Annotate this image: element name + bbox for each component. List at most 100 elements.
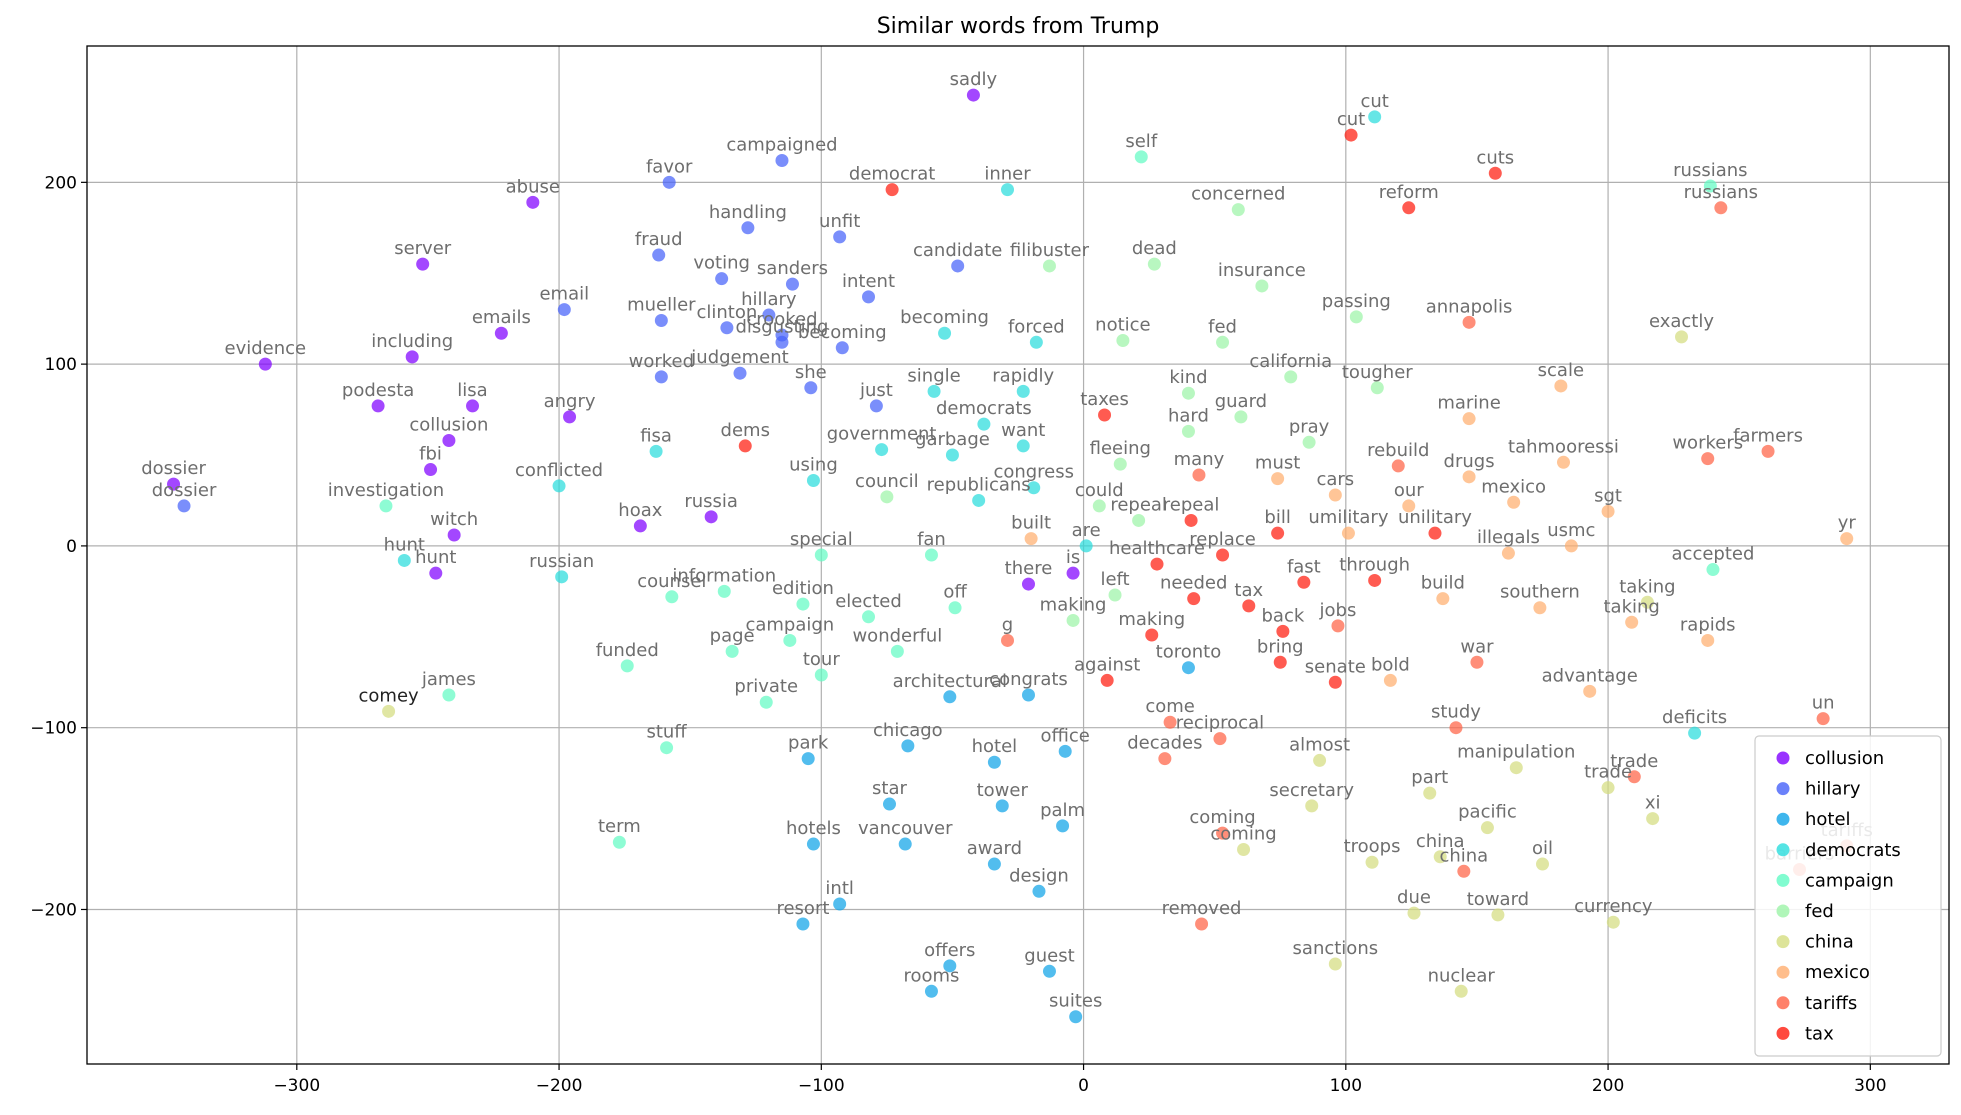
- data-point-china: [1601, 781, 1615, 795]
- data-point-tax: [1098, 408, 1112, 422]
- point-label: dossier: [152, 480, 217, 501]
- data-point-mexico: [1383, 673, 1397, 687]
- data-point-tariffs: [1470, 655, 1484, 669]
- point-label: southern: [1500, 582, 1580, 603]
- axis-ticks: −300 −200 −100 0 100 200 300 −200 −100 0 100 200: [30, 173, 1886, 1096]
- point-label: yr: [1838, 513, 1857, 534]
- point-label: investigation: [328, 480, 445, 501]
- point-label: there: [1005, 558, 1053, 579]
- point-label: removed: [1162, 898, 1242, 919]
- data-point-china: [1646, 812, 1660, 826]
- point-label: government: [827, 424, 937, 445]
- legend-marker: [1776, 935, 1790, 949]
- data-point-hotel: [833, 897, 847, 911]
- data-point-democrats: [927, 384, 941, 398]
- point-label: guard: [1215, 391, 1267, 412]
- point-label: manipulation: [1457, 742, 1575, 763]
- data-point-mexico: [1533, 601, 1547, 615]
- data-point-collusion: [494, 326, 508, 340]
- point-label: needed: [1160, 573, 1227, 594]
- point-label: rapids: [1680, 614, 1736, 635]
- point-label: garbage: [915, 429, 990, 450]
- data-point-democrats: [1029, 335, 1043, 349]
- legend-label: campaign: [1805, 870, 1894, 891]
- legend-marker: [1776, 812, 1790, 826]
- point-label: collusion: [409, 414, 488, 435]
- point-label: elected: [835, 591, 902, 612]
- data-point-tax: [1145, 628, 1159, 642]
- data-point-campaign: [660, 741, 674, 755]
- point-label: tour: [803, 649, 840, 670]
- data-point-hotel: [882, 797, 896, 811]
- data-point-tax: [1297, 575, 1311, 589]
- data-point-tariffs: [1216, 826, 1230, 840]
- data-point-mexico: [1271, 472, 1285, 486]
- x-tick-label: −200: [536, 1076, 583, 1096]
- data-point-hotel: [1069, 1010, 1083, 1024]
- data-point-tax: [1402, 201, 1416, 215]
- data-point-tax: [1216, 548, 1230, 562]
- data-point-collusion: [416, 257, 430, 271]
- data-point-hillary: [835, 341, 849, 355]
- point-label: disgusting: [736, 316, 829, 337]
- point-label: term: [598, 816, 641, 837]
- point-label: edition: [772, 578, 834, 599]
- point-label: star: [872, 778, 907, 799]
- point-label: cuts: [1476, 147, 1514, 168]
- point-label: back: [1261, 605, 1304, 626]
- point-label: conflicted: [515, 460, 603, 481]
- legend-marker: [1776, 904, 1790, 918]
- point-label: architectural: [893, 671, 1007, 692]
- point-label: congrats: [989, 669, 1068, 690]
- data-point-fed: [1108, 588, 1122, 602]
- data-point-hillary: [733, 366, 747, 380]
- point-label: taking: [1619, 576, 1675, 597]
- data-point-hillary: [652, 248, 666, 262]
- point-label: fast: [1287, 556, 1321, 577]
- point-label: due: [1397, 887, 1431, 908]
- data-point-fed: [1147, 257, 1161, 271]
- legend-label: mexico: [1805, 962, 1870, 983]
- data-point-collusion: [405, 350, 419, 364]
- legend-label: fed: [1805, 901, 1834, 922]
- point-label: cars: [1316, 469, 1354, 490]
- point-label: comey: [359, 685, 420, 706]
- data-point-fed: [1092, 499, 1106, 513]
- point-label: come: [1145, 696, 1195, 717]
- point-label: many: [1174, 449, 1225, 470]
- data-point-hillary: [862, 290, 876, 304]
- data-point-collusion: [563, 410, 577, 424]
- point-label: counsel: [637, 571, 706, 592]
- x-tick-label: 100: [1330, 1076, 1362, 1096]
- data-point-hillary: [741, 221, 755, 235]
- data-point-tariffs: [1816, 712, 1830, 726]
- point-label: suites: [1049, 991, 1102, 1012]
- point-label: hillary: [741, 289, 797, 310]
- point-label: could: [1075, 480, 1124, 501]
- data-point-china: [1433, 850, 1447, 864]
- point-label: intent: [842, 271, 895, 292]
- point-label: page: [710, 625, 755, 646]
- point-label: worked: [629, 351, 694, 372]
- data-point-fed: [1349, 310, 1363, 324]
- point-label: rapidly: [992, 365, 1054, 386]
- data-point-collusion: [429, 566, 443, 580]
- point-label: illegals: [1477, 527, 1540, 548]
- data-point-democrats: [552, 479, 566, 493]
- legend-label: hotel: [1805, 809, 1851, 830]
- point-label: hard: [1168, 405, 1209, 426]
- point-label: taxes: [1080, 389, 1129, 410]
- data-point-fed: [1132, 513, 1146, 527]
- point-label: evidence: [225, 338, 307, 359]
- data-point-campaign: [725, 644, 739, 658]
- data-point-mexico: [1402, 499, 1416, 513]
- point-label: left: [1100, 569, 1129, 590]
- legend-marker: [1776, 996, 1790, 1010]
- point-label: farmers: [1733, 425, 1803, 446]
- point-label: emails: [472, 307, 531, 328]
- data-point-china: [1640, 595, 1654, 609]
- data-point-tax: [1368, 573, 1382, 587]
- data-point-china: [1536, 857, 1550, 871]
- point-label: becoming: [900, 307, 989, 328]
